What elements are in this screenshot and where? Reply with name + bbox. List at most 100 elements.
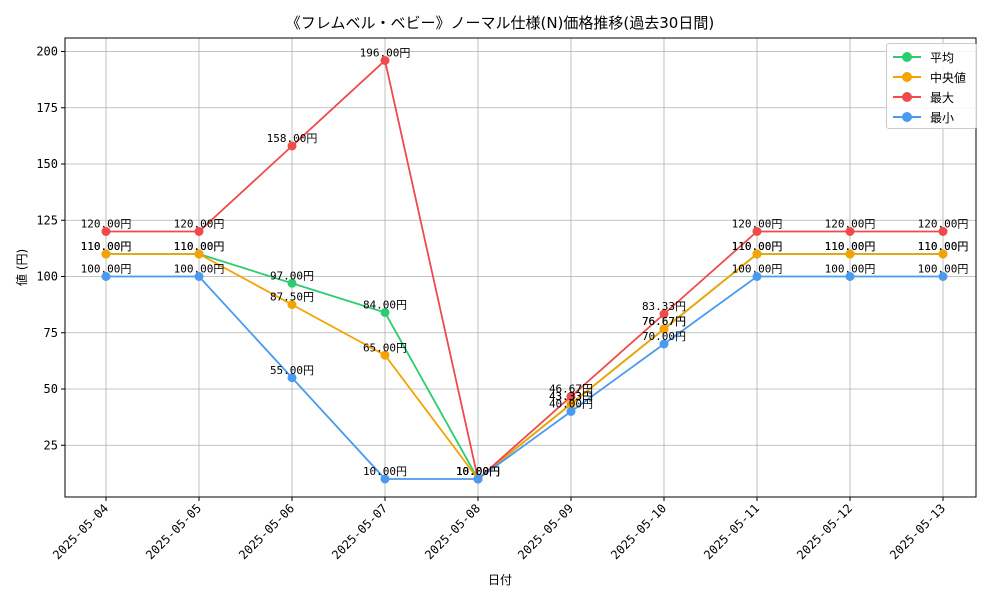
data-label: 110.00円 [825, 240, 876, 253]
legend-label-max: 最大 [930, 90, 955, 105]
data-label: 65.00円 [363, 341, 407, 354]
data-point [845, 272, 855, 281]
data-label: 100.00円 [732, 263, 783, 276]
data-label: 120.00円 [732, 218, 783, 231]
data-label: 100.00円 [81, 263, 132, 276]
y-tick-label: 100 [36, 270, 58, 284]
data-point [659, 309, 669, 319]
data-point [380, 474, 390, 484]
data-label: 158.00円 [267, 132, 318, 145]
data-point [845, 227, 855, 236]
y-tick-label: 50 [44, 382, 58, 396]
data-point [752, 227, 762, 236]
legend-item-max: 最大 [893, 87, 976, 107]
series-line [106, 58, 943, 481]
data-label: 100.00円 [918, 263, 969, 276]
plot-border [64, 37, 977, 498]
data-label: 55.00円 [270, 364, 314, 377]
data-label: 196.00円 [360, 47, 411, 60]
x-tick-label: 2025-05-10 [608, 501, 669, 562]
data-point [194, 249, 204, 259]
data-point [101, 249, 111, 259]
data-point [659, 324, 669, 334]
data-label: 70.00円 [642, 330, 686, 343]
legend: 平均 中央値 最大 最小 [886, 43, 977, 129]
data-point [380, 350, 390, 360]
data-label: 10.00円 [456, 465, 500, 478]
data-label: 100.00円 [825, 263, 876, 276]
data-label: 120.00円 [174, 218, 225, 231]
data-point [473, 474, 483, 484]
chart-title: 《フレムベル・ベビー》ノーマル仕様(N)価格推移(過去30日間) [285, 14, 715, 32]
y-tick-label: 75 [44, 326, 58, 340]
data-label: 76.67円 [642, 315, 686, 328]
series-line [106, 253, 943, 481]
x-tick-label: 2025-05-11 [701, 501, 762, 562]
y-tick-label: 200 [36, 45, 58, 59]
data-point [845, 249, 855, 259]
data-label: 40.00円 [549, 398, 593, 411]
data-point [566, 407, 576, 416]
data-point [287, 373, 297, 383]
legend-swatch-min [893, 111, 921, 123]
legend-swatch-median [893, 71, 921, 83]
legend-swatch-max [893, 91, 921, 103]
data-label: 110.00円 [918, 240, 969, 253]
data-point [287, 141, 297, 151]
legend-item-mean: 平均 [893, 47, 976, 67]
data-point [938, 227, 948, 236]
series-line [106, 275, 943, 480]
data-label: 110.00円 [732, 240, 783, 253]
data-labels: 110.00円 110.00円 97.00円 84.00円 10.00円 43.33円 76… [81, 47, 969, 479]
data-label: 46.67円 [549, 382, 593, 395]
data-label: 43.33円 [549, 390, 593, 403]
data-point [752, 272, 762, 281]
tick-labels: 25 50 75 100 125 150 175 200 2025-05-04 2025-05-0… [36, 45, 948, 563]
data-label: 110.00円 [732, 240, 783, 253]
legend-swatch-mean [893, 51, 921, 63]
x-tick-label: 2025-05-08 [422, 501, 483, 562]
data-label: 120.00円 [918, 218, 969, 231]
data-point [752, 249, 762, 259]
y-tick-label: 125 [36, 213, 58, 227]
legend-item-min: 最小 [893, 107, 976, 127]
data-point [194, 272, 204, 281]
data-point [380, 56, 390, 65]
data-label: 110.00円 [174, 240, 225, 253]
data-label: 110.00円 [918, 240, 969, 253]
data-label: 87.50円 [270, 291, 314, 304]
data-label: 110.00円 [825, 240, 876, 253]
series-lines [106, 58, 943, 481]
data-label: 100.00円 [174, 263, 225, 276]
x-tick-label: 2025-05-07 [329, 501, 390, 562]
y-tick-label: 175 [36, 101, 58, 115]
x-tick-label: 2025-05-13 [887, 501, 948, 562]
data-point [566, 391, 576, 401]
data-point [566, 399, 576, 409]
plot-frame [64, 37, 977, 498]
data-label: 43.33円 [549, 390, 593, 403]
y-tick-label: 150 [36, 157, 58, 171]
legend-label-mean: 平均 [930, 50, 955, 65]
data-point [659, 339, 669, 349]
data-label: 10.00円 [456, 465, 500, 478]
data-points [101, 56, 948, 484]
x-tick-label: 2025-05-05 [143, 501, 204, 562]
legend-label-min: 最小 [930, 110, 955, 125]
data-point [101, 272, 111, 281]
data-point [938, 272, 948, 281]
x-tick-label: 2025-05-06 [236, 501, 297, 562]
legend-item-median: 中央値 [893, 67, 976, 87]
x-axis-label: 日付 [487, 573, 512, 587]
y-tick-label: 25 [44, 438, 58, 452]
data-point [101, 227, 111, 236]
x-tick-label: 2025-05-09 [515, 501, 576, 562]
data-label: 110.00円 [174, 240, 225, 253]
data-label: 10.00円 [363, 465, 407, 478]
data-label: 97.00円 [270, 269, 314, 282]
legend-label-median: 中央値 [930, 70, 967, 85]
data-label: 120.00円 [825, 218, 876, 231]
data-label: 10.00円 [456, 465, 500, 478]
data-label: 83.33円 [642, 300, 686, 313]
